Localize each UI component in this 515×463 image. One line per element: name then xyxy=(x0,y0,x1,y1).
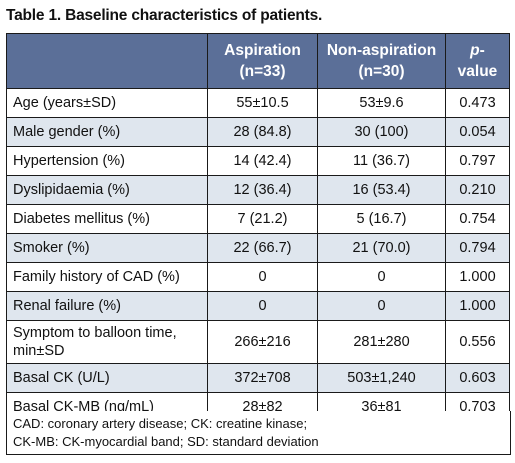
non-aspiration-value: 11 (36.7) xyxy=(317,146,446,176)
header-non-aspiration-count: (n=30) xyxy=(358,63,405,80)
row-label: Dyslipidaemia (%) xyxy=(6,175,208,205)
aspiration-value: 0 xyxy=(207,262,318,292)
non-aspiration-value: 281±280 xyxy=(317,320,446,364)
table-row: Family history of CAD (%) 0 0 1.000 xyxy=(6,262,510,292)
header-aspiration-label: Aspiration xyxy=(224,42,301,59)
table-row: Renal failure (%) 0 0 1.000 xyxy=(6,291,510,321)
p-value: 0.603 xyxy=(445,363,510,393)
p-value: 0.797 xyxy=(445,146,510,176)
header-p-value: p-value xyxy=(445,33,510,89)
table-row: Dyslipidaemia (%) 12 (36.4) 16 (53.4) 0.… xyxy=(6,175,510,205)
non-aspiration-value: 30 (100) xyxy=(317,117,446,147)
aspiration-value: 0 xyxy=(207,291,318,321)
table-header-row: Aspiration (n=33) Non-aspiration (n=30) … xyxy=(6,33,510,89)
aspiration-value: 28 (84.8) xyxy=(207,117,318,147)
table-row: Hypertension (%) 14 (42.4) 11 (36.7) 0.7… xyxy=(6,146,510,176)
row-label-line2: min±SD xyxy=(13,343,65,359)
p-value: 1.000 xyxy=(445,291,510,321)
header-aspiration-count: (n=33) xyxy=(239,63,286,80)
non-aspiration-value: 53±9.6 xyxy=(317,88,446,118)
table-row: Symptom to balloon time, min±SD 266±216 … xyxy=(6,320,510,364)
aspiration-value: 22 (66.7) xyxy=(207,233,318,263)
p-value: 0.054 xyxy=(445,117,510,147)
row-label: Hypertension (%) xyxy=(6,146,208,176)
non-aspiration-value: 0 xyxy=(317,291,446,321)
non-aspiration-value: 5 (16.7) xyxy=(317,204,446,234)
non-aspiration-value: 21 (70.0) xyxy=(317,233,446,263)
header-empty-cell xyxy=(6,33,208,89)
non-aspiration-value: 16 (53.4) xyxy=(317,175,446,205)
aspiration-value: 12 (36.4) xyxy=(207,175,318,205)
p-value: 0.210 xyxy=(445,175,510,205)
row-label: Symptom to balloon time, min±SD xyxy=(6,320,208,364)
row-label: Smoker (%) xyxy=(6,233,208,263)
p-value: 1.000 xyxy=(445,262,510,292)
row-label: Family history of CAD (%) xyxy=(6,262,208,292)
table-row: Diabetes mellitus (%) 7 (21.2) 5 (16.7) … xyxy=(6,204,510,234)
table-title: Table 1. Baseline characteristics of pat… xyxy=(6,7,323,24)
row-label: Age (years±SD) xyxy=(6,88,208,118)
header-non-aspiration: Non-aspiration (n=30) xyxy=(317,33,446,89)
row-label: Renal failure (%) xyxy=(6,291,208,321)
aspiration-value: 266±216 xyxy=(207,320,318,364)
header-p-suffix: -value xyxy=(457,42,498,80)
non-aspiration-value: 0 xyxy=(317,262,446,292)
p-value: 0.754 xyxy=(445,204,510,234)
aspiration-value: 14 (42.4) xyxy=(207,146,318,176)
table-row: Smoker (%) 22 (66.7) 21 (70.0) 0.794 xyxy=(6,233,510,263)
header-non-aspiration-label: Non-aspiration xyxy=(326,42,437,59)
row-label: Male gender (%) xyxy=(6,117,208,147)
footnote-line1: CAD: coronary artery disease; CK: creati… xyxy=(13,416,308,431)
aspiration-value: 55±10.5 xyxy=(207,88,318,118)
table-row: Male gender (%) 28 (84.8) 30 (100) 0.054 xyxy=(6,117,510,147)
row-label: Diabetes mellitus (%) xyxy=(6,204,208,234)
non-aspiration-value: 503±1,240 xyxy=(317,363,446,393)
aspiration-value: 7 (21.2) xyxy=(207,204,318,234)
header-aspiration: Aspiration (n=33) xyxy=(207,33,318,89)
table-row: Age (years±SD) 55±10.5 53±9.6 0.473 xyxy=(6,88,510,118)
p-value: 0.794 xyxy=(445,233,510,263)
baseline-characteristics-table: Aspiration (n=33) Non-aspiration (n=30) … xyxy=(6,33,510,422)
row-label-line1: Symptom to balloon time, xyxy=(13,325,177,341)
table-footnote: CAD: coronary artery disease; CK: creati… xyxy=(6,411,511,455)
footnote-line2: CK-MB: CK-myocardial band; SD: standard … xyxy=(13,433,319,449)
row-label: Basal CK (U/L) xyxy=(6,363,208,393)
header-p-italic: p xyxy=(470,42,480,59)
table-row: Basal CK (U/L) 372±708 503±1,240 0.603 xyxy=(6,363,510,393)
p-value: 0.556 xyxy=(445,320,510,364)
aspiration-value: 372±708 xyxy=(207,363,318,393)
p-value: 0.473 xyxy=(445,88,510,118)
